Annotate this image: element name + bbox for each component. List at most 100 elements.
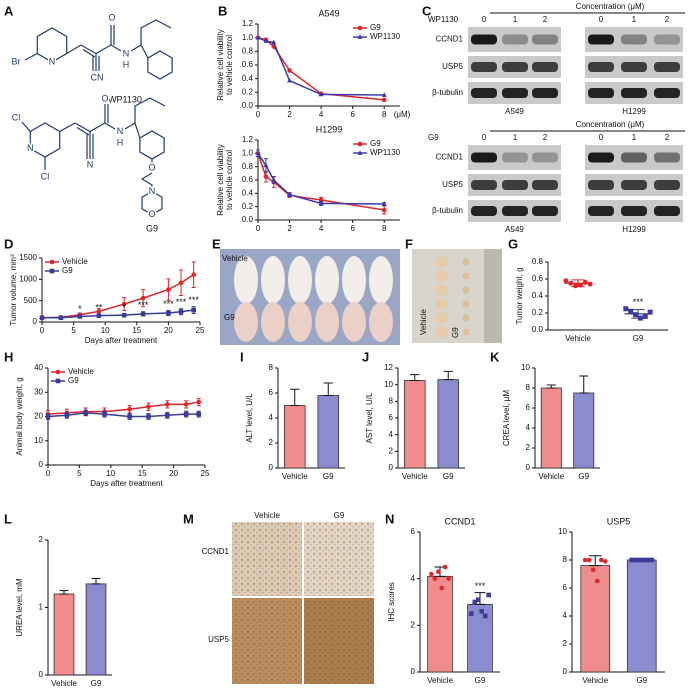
y-tick-label: 2 bbox=[563, 639, 568, 648]
x-tick-label: 8 bbox=[382, 224, 387, 233]
significance: ** bbox=[95, 303, 103, 313]
compound-name: WP1130 bbox=[108, 94, 142, 104]
x-tick-label: G9 bbox=[475, 676, 486, 685]
photo-label: G9 bbox=[224, 313, 235, 322]
bond bbox=[134, 122, 141, 139]
y-tick-label: 4 bbox=[389, 430, 394, 439]
bond bbox=[80, 44, 97, 55]
legend-label: WP1130 bbox=[370, 32, 401, 41]
point bbox=[166, 310, 171, 316]
cell-line-label: A549 bbox=[505, 107, 524, 116]
mouse bbox=[261, 302, 285, 342]
atom-label: N bbox=[27, 143, 34, 153]
point bbox=[121, 312, 127, 318]
tumor bbox=[436, 284, 448, 296]
bond bbox=[141, 190, 163, 216]
atom-label: N bbox=[117, 126, 124, 136]
y-tick-label: 0.4 bbox=[532, 291, 544, 300]
y-tick-label: 0.8 bbox=[532, 257, 544, 266]
point bbox=[469, 611, 474, 616]
tumor bbox=[462, 258, 470, 266]
point bbox=[641, 557, 647, 563]
y-tick-label: 1.0 bbox=[242, 33, 254, 42]
legend-label: G9 bbox=[62, 266, 73, 275]
x-tick-label: Vehicle bbox=[51, 679, 77, 688]
bar bbox=[437, 379, 460, 469]
y-tick-label: 0 bbox=[389, 463, 394, 472]
point bbox=[39, 315, 45, 321]
x-tick-label: 5 bbox=[77, 469, 82, 478]
point bbox=[140, 311, 146, 317]
protein-label: USP5 bbox=[442, 62, 463, 71]
chart-title: H1299 bbox=[316, 124, 343, 134]
dose-label: 2 bbox=[543, 133, 548, 142]
ihc-stain: CCND1 bbox=[201, 547, 229, 556]
blot-band bbox=[621, 206, 647, 216]
legend-label: WP1130 bbox=[370, 148, 401, 157]
bar bbox=[283, 405, 306, 469]
atom-label: O bbox=[101, 93, 108, 103]
y-tick-label: 1.2 bbox=[242, 135, 254, 144]
bar bbox=[85, 583, 107, 676]
point bbox=[196, 411, 202, 417]
y-tick-label: 1500 bbox=[19, 253, 37, 262]
y-tick-label: 6 bbox=[526, 403, 531, 412]
legend-marker bbox=[55, 369, 61, 375]
point bbox=[429, 571, 434, 577]
ihc-group: Vehicle bbox=[254, 511, 280, 520]
x-tick-label: 20 bbox=[169, 469, 178, 478]
bond bbox=[82, 48, 96, 58]
point bbox=[587, 281, 593, 287]
x-tick-label: 0 bbox=[256, 110, 261, 119]
ihc-group: G9 bbox=[334, 511, 345, 520]
legend-label: G9 bbox=[68, 376, 79, 385]
bond bbox=[21, 121, 31, 132]
point bbox=[594, 578, 600, 584]
blot-band bbox=[654, 62, 680, 72]
blot-band bbox=[502, 88, 528, 98]
dose-label: 0 bbox=[599, 15, 604, 24]
x-tick-label: 10 bbox=[106, 469, 115, 478]
point bbox=[603, 559, 608, 564]
x-tick-label: Vehicle bbox=[282, 472, 308, 481]
error-bar bbox=[323, 382, 333, 396]
y-axis-label: Tumor weight, g bbox=[515, 267, 524, 324]
x-tick-label: 6 bbox=[350, 110, 355, 119]
y-tick-label: 8 bbox=[389, 396, 394, 405]
error-bar bbox=[59, 590, 69, 595]
bond bbox=[130, 44, 142, 52]
y-tick-label: 10 bbox=[34, 436, 43, 445]
chart-title: USP5 bbox=[607, 516, 631, 526]
atom-label: N bbox=[149, 186, 156, 196]
y-tick-label: 500 bbox=[24, 296, 38, 305]
atom-label: CN bbox=[91, 72, 104, 82]
point bbox=[629, 557, 634, 563]
point bbox=[255, 34, 261, 40]
tumor bbox=[462, 328, 470, 336]
bond bbox=[104, 122, 116, 130]
y-tick-label: 0.0 bbox=[242, 215, 254, 224]
point bbox=[271, 177, 277, 182]
point bbox=[439, 585, 445, 591]
dose-label: 0 bbox=[482, 15, 487, 24]
point bbox=[45, 414, 51, 419]
y-axis-label: IHC scores bbox=[387, 582, 396, 622]
blot-band bbox=[502, 180, 528, 190]
point bbox=[573, 283, 579, 289]
point bbox=[263, 174, 269, 179]
bar bbox=[427, 575, 453, 673]
point bbox=[582, 279, 588, 285]
bond bbox=[110, 44, 122, 52]
point bbox=[642, 313, 648, 319]
blot-band bbox=[502, 62, 528, 72]
point bbox=[178, 309, 184, 315]
line bbox=[257, 36, 385, 101]
bond bbox=[24, 52, 38, 61]
y-tick-label: 1000 bbox=[19, 274, 37, 283]
y-tick-label: 8 bbox=[526, 383, 531, 392]
x-tick-label: Vehicle bbox=[427, 676, 453, 685]
x-tick-label: 10 bbox=[101, 326, 110, 335]
point bbox=[96, 313, 102, 318]
panel-letter: K bbox=[490, 349, 500, 364]
point bbox=[645, 557, 651, 563]
